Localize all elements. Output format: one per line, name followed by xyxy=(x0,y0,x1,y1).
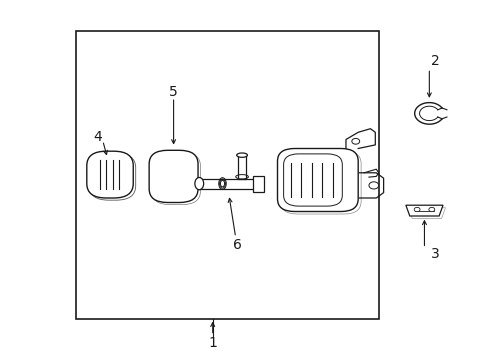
Circle shape xyxy=(413,207,419,212)
Bar xyxy=(76,31,378,319)
Polygon shape xyxy=(405,205,442,216)
FancyBboxPatch shape xyxy=(87,151,133,198)
Circle shape xyxy=(351,138,359,144)
FancyBboxPatch shape xyxy=(149,150,198,202)
FancyBboxPatch shape xyxy=(151,153,200,204)
Text: 3: 3 xyxy=(430,247,439,261)
FancyBboxPatch shape xyxy=(280,151,360,214)
Bar xyxy=(253,176,264,192)
Ellipse shape xyxy=(236,153,247,157)
FancyBboxPatch shape xyxy=(283,154,342,206)
Ellipse shape xyxy=(194,177,203,190)
Text: 1: 1 xyxy=(208,336,217,350)
Text: 4: 4 xyxy=(93,130,102,144)
Circle shape xyxy=(368,182,378,189)
Circle shape xyxy=(428,207,434,212)
Text: 5: 5 xyxy=(169,85,178,99)
Text: 6: 6 xyxy=(232,238,241,252)
FancyBboxPatch shape xyxy=(277,149,357,211)
Text: 2: 2 xyxy=(430,54,439,68)
Bar xyxy=(237,155,246,179)
Bar xyxy=(199,179,255,189)
FancyBboxPatch shape xyxy=(89,153,135,200)
